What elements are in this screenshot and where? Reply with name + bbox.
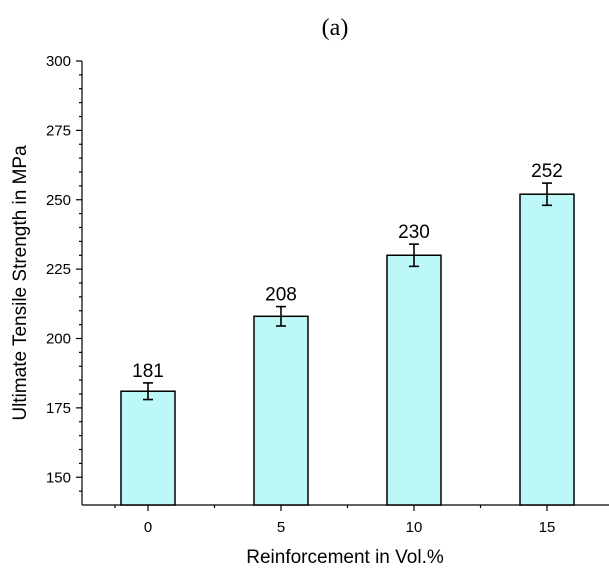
bar xyxy=(386,254,442,506)
x-axis: 0 5 10 15 xyxy=(82,504,609,536)
x-tick-label: 10 xyxy=(406,519,423,536)
data-label: 252 xyxy=(531,161,563,182)
panel-label: (a) xyxy=(322,15,349,41)
y-tick-label: 250 xyxy=(46,192,71,209)
y-axis: 150 175 200 225 250 275 300 xyxy=(46,53,83,505)
x-tick-label: 5 xyxy=(277,519,285,536)
y-tick-label: 300 xyxy=(46,53,71,70)
data-label: 181 xyxy=(132,361,164,382)
data-labels: 181 208 230 252 xyxy=(132,161,563,382)
bar xyxy=(253,315,309,506)
y-axis-title: Ultimate Tensile Strength in MPa xyxy=(10,145,31,421)
bars xyxy=(120,193,575,506)
error-bars xyxy=(143,182,552,401)
x-tick-label: 0 xyxy=(144,519,152,536)
y-tick-label: 275 xyxy=(46,122,71,139)
data-label: 230 xyxy=(398,222,430,243)
y-tick-label: 175 xyxy=(46,400,71,417)
bar xyxy=(120,390,176,506)
y-tick-label: 150 xyxy=(46,469,71,486)
y-tick-label: 225 xyxy=(46,261,71,278)
bar xyxy=(519,193,575,506)
x-axis-title: Reinforcement in Vol.% xyxy=(246,547,444,568)
data-label: 208 xyxy=(265,285,297,306)
y-tick-label: 200 xyxy=(46,331,71,348)
x-tick-label: 15 xyxy=(539,519,556,536)
